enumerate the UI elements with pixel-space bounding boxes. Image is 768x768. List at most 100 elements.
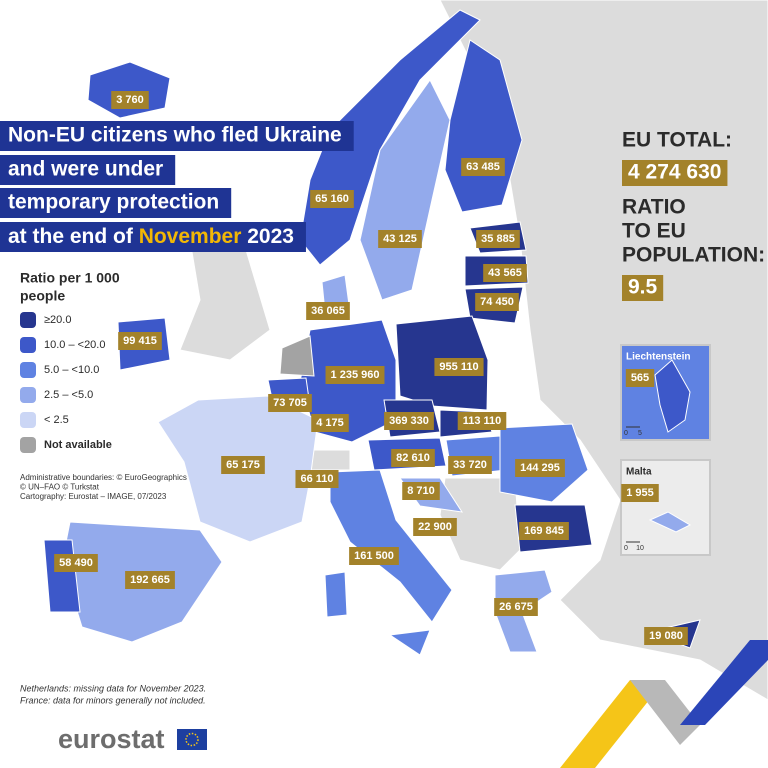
scale-label: 0: [624, 545, 628, 552]
value-label: 3 760: [116, 94, 144, 106]
legend: Ratio per 1 000 people ≥20.0 10.0 – <20.0 5.…: [20, 270, 187, 501]
scale-label: 10: [636, 545, 644, 552]
credit: Administrative boundaries: © EuroGeograp…: [20, 473, 187, 482]
inset-country: [654, 359, 691, 433]
value-label: 82 610: [396, 452, 430, 464]
inset-value-box: [625, 369, 655, 387]
title-line: temporary protection: [8, 191, 219, 214]
value-label: 43 565: [488, 267, 522, 279]
value-label: 19 080: [649, 630, 683, 642]
ratio-label: RATIO: [622, 196, 686, 219]
logo-text: eurostat: [58, 724, 165, 754]
value-label: 43 125: [383, 233, 417, 245]
title-part: at the end of: [8, 225, 134, 248]
value-label: 73 705: [273, 397, 307, 409]
title-band: [0, 155, 176, 185]
legend-label: Not available: [44, 439, 112, 451]
value-label: 955 110: [439, 361, 478, 373]
inset-frame: [620, 459, 711, 556]
value-label-box: [461, 158, 505, 176]
title-band: [0, 222, 306, 252]
legend-label: 5.0 – <10.0: [44, 364, 99, 376]
value-label: 22 900: [418, 521, 452, 533]
value-label: 58 490: [59, 557, 93, 569]
value-label: 33 720: [453, 459, 487, 471]
value-label: 65 175: [226, 459, 260, 471]
value-label-box: [519, 522, 569, 540]
value-label-box: [118, 332, 162, 350]
decoration: [560, 640, 768, 768]
value-label-box: [378, 230, 422, 248]
title-part: 2023: [247, 225, 294, 248]
country: [324, 571, 348, 618]
value-label-box: [391, 449, 435, 467]
value-label-box: [457, 412, 507, 430]
legend-label: ≥20.0: [44, 314, 71, 326]
title-part: November: [139, 225, 242, 248]
country: [279, 335, 315, 377]
value-label: 65 160: [315, 193, 349, 205]
value-label-box: [111, 91, 149, 109]
title-band: [0, 121, 354, 151]
value-label-box: [311, 414, 349, 432]
value-label-box: [306, 302, 350, 320]
scale-label: 5: [638, 430, 642, 437]
legend-swatch: [20, 337, 36, 353]
ratio-value: 9.5: [628, 276, 658, 299]
scale-label: 0: [624, 430, 628, 437]
value-label: 74 450: [480, 296, 514, 308]
ribbon-yellow: [560, 680, 665, 768]
country: [329, 469, 453, 623]
value-label-box: [402, 482, 440, 500]
eu-stars: [185, 732, 199, 747]
legend-title: people: [20, 288, 65, 304]
legend-swatch: [20, 412, 36, 428]
value-label-box: [54, 554, 98, 572]
value-label: 66 110: [300, 473, 333, 485]
title-band: [0, 188, 232, 218]
value-label-box: [483, 264, 527, 282]
value-label: 113 110: [463, 415, 502, 427]
insets: Liechtenstein 565 0 5 Malta 1 955 0 10: [620, 344, 711, 556]
note: Netherlands: missing data for November 2…: [20, 683, 206, 693]
eu-flag: [177, 729, 207, 750]
value-label: 8 710: [407, 485, 435, 497]
total-value: 4 274 630: [628, 161, 721, 184]
value-label: 169 845: [524, 525, 564, 537]
value-label-box: [384, 412, 434, 430]
legend-label: 2.5 – <5.0: [44, 389, 93, 401]
value-label-box: [268, 394, 312, 412]
value-label-box: [476, 230, 520, 248]
value-label-box: [494, 598, 538, 616]
country: [87, 61, 171, 119]
credit: Cartography: Eurostat – IMAGE, 07/2023: [20, 492, 167, 501]
total-value-box: [622, 160, 728, 186]
legend-label: 10.0 – <20.0: [44, 339, 105, 351]
title-line: and were under: [8, 158, 163, 181]
legend-swatch: [20, 437, 36, 453]
legend-label: < 2.5: [44, 414, 69, 426]
inset-title: Malta: [626, 467, 652, 478]
inset-title: Liechtenstein: [626, 352, 690, 363]
title: Non-EU citizens who fled Ukraine and were…: [0, 121, 354, 252]
value-label-box: [475, 293, 519, 311]
value-label: 161 500: [354, 550, 394, 562]
value-label-box: [125, 571, 175, 589]
inset-country: [648, 511, 692, 533]
legend-swatch: [20, 312, 36, 328]
value-label: 369 330: [389, 415, 429, 427]
value-label-box: [325, 366, 385, 384]
legend-swatch: [20, 387, 36, 403]
value-label: 26 675: [499, 601, 533, 613]
footer: eurostat Netherlands: missing data for N…: [20, 683, 207, 754]
title-line: at the end of November 2023: [8, 225, 294, 248]
value-label: 192 665: [130, 574, 170, 586]
value-label: 35 885: [481, 233, 515, 245]
value-label-box: [349, 547, 399, 565]
value-label-box: [515, 459, 565, 477]
legend-title: Ratio per 1 000: [20, 270, 120, 286]
value-label-box: [448, 456, 492, 474]
value-label: 1 235 960: [331, 369, 380, 381]
title-line: Non-EU citizens who fled Ukraine: [8, 124, 342, 147]
